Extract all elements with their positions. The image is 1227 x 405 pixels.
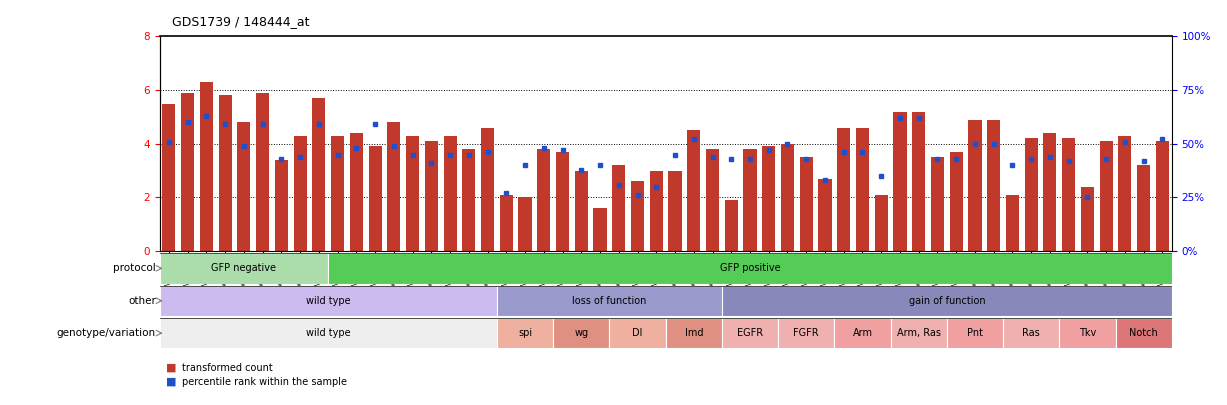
Bar xyxy=(744,149,757,251)
Bar xyxy=(594,208,606,251)
Bar xyxy=(463,149,475,251)
Bar xyxy=(725,200,737,251)
Bar xyxy=(875,195,888,251)
Bar xyxy=(893,111,907,251)
Bar xyxy=(818,179,832,251)
Bar xyxy=(612,165,626,251)
Bar xyxy=(328,253,1172,284)
Bar xyxy=(368,147,382,251)
Bar xyxy=(519,198,531,251)
Bar xyxy=(650,171,663,251)
Bar xyxy=(950,152,963,251)
Bar xyxy=(293,136,307,251)
Bar xyxy=(425,141,438,251)
Text: wild type: wild type xyxy=(306,328,351,338)
Bar xyxy=(800,157,812,251)
Bar xyxy=(537,149,551,251)
Bar xyxy=(1137,165,1150,251)
Bar xyxy=(856,128,869,251)
Bar xyxy=(556,152,569,251)
Text: Dl: Dl xyxy=(632,328,643,338)
Text: Imd: Imd xyxy=(685,328,703,338)
Bar xyxy=(1063,139,1075,251)
Text: Tkv: Tkv xyxy=(1079,328,1096,338)
Bar xyxy=(1081,187,1094,251)
Bar xyxy=(574,171,588,251)
Bar xyxy=(1006,195,1018,251)
Bar xyxy=(1025,139,1038,251)
Bar xyxy=(256,93,269,251)
Bar xyxy=(780,144,794,251)
Text: EGFR: EGFR xyxy=(737,328,763,338)
Bar xyxy=(891,318,947,348)
Text: GDS1739 / 148444_at: GDS1739 / 148444_at xyxy=(172,15,309,28)
Bar xyxy=(834,318,891,348)
Bar xyxy=(313,98,325,251)
Bar xyxy=(200,82,213,251)
Bar xyxy=(931,157,944,251)
Bar xyxy=(706,149,719,251)
Bar xyxy=(160,318,497,348)
Text: wg: wg xyxy=(574,328,589,338)
Bar xyxy=(1059,318,1115,348)
Bar xyxy=(160,286,497,316)
Bar xyxy=(988,119,1000,251)
Bar xyxy=(443,136,456,251)
Bar xyxy=(481,128,494,251)
Text: Ras: Ras xyxy=(1022,328,1040,338)
Bar xyxy=(721,318,778,348)
Text: spi: spi xyxy=(518,328,533,338)
Text: protocol: protocol xyxy=(113,263,156,273)
Bar xyxy=(631,181,644,251)
Bar xyxy=(610,318,665,348)
Text: Arm: Arm xyxy=(853,328,872,338)
Bar xyxy=(762,147,775,251)
Bar xyxy=(497,286,721,316)
Bar xyxy=(406,136,420,251)
Bar xyxy=(1115,318,1172,348)
Bar xyxy=(968,119,982,251)
Text: genotype/variation: genotype/variation xyxy=(56,328,156,338)
Text: other: other xyxy=(128,296,156,306)
Bar xyxy=(912,111,925,251)
Bar xyxy=(388,122,400,251)
Text: Pnt: Pnt xyxy=(967,328,983,338)
Bar xyxy=(665,318,721,348)
Text: gain of function: gain of function xyxy=(908,296,985,306)
Text: transformed count: transformed count xyxy=(182,362,272,373)
Text: Arm, Ras: Arm, Ras xyxy=(897,328,941,338)
Text: GFP positive: GFP positive xyxy=(720,263,780,273)
Bar xyxy=(687,130,701,251)
Bar xyxy=(499,195,513,251)
Bar xyxy=(237,122,250,251)
Bar xyxy=(160,253,328,284)
Text: Notch: Notch xyxy=(1129,328,1158,338)
Text: FGFR: FGFR xyxy=(794,328,820,338)
Bar xyxy=(553,318,610,348)
Bar xyxy=(218,96,232,251)
Text: loss of function: loss of function xyxy=(572,296,647,306)
Bar xyxy=(275,160,288,251)
Text: ■: ■ xyxy=(166,362,177,373)
Bar xyxy=(778,318,834,348)
Bar xyxy=(1099,141,1113,251)
Bar xyxy=(497,318,553,348)
Bar xyxy=(350,133,363,251)
Bar xyxy=(1156,141,1169,251)
Text: wild type: wild type xyxy=(306,296,351,306)
Bar xyxy=(182,93,194,251)
Bar xyxy=(331,136,344,251)
Bar xyxy=(1002,318,1059,348)
Text: GFP negative: GFP negative xyxy=(211,263,276,273)
Bar xyxy=(721,286,1172,316)
Text: ■: ■ xyxy=(166,377,177,387)
Bar xyxy=(669,171,681,251)
Bar xyxy=(1118,136,1131,251)
Text: percentile rank within the sample: percentile rank within the sample xyxy=(182,377,346,387)
Bar xyxy=(947,318,1002,348)
Bar xyxy=(1043,133,1056,251)
Bar xyxy=(837,128,850,251)
Bar xyxy=(162,104,175,251)
